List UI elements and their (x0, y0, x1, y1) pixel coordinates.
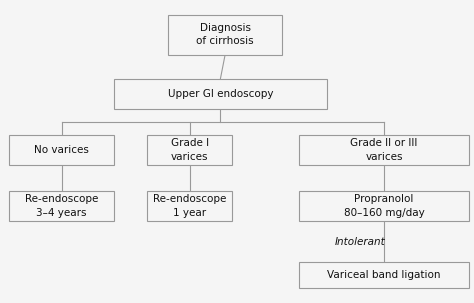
Text: Upper GI endoscopy: Upper GI endoscopy (168, 89, 273, 99)
FancyBboxPatch shape (299, 262, 469, 288)
FancyBboxPatch shape (9, 135, 114, 165)
Text: Re-endoscope
1 year: Re-endoscope 1 year (153, 195, 226, 218)
Text: Grade I
varices: Grade I varices (171, 138, 209, 161)
Text: Re-endoscope
3–4 years: Re-endoscope 3–4 years (25, 195, 98, 218)
Text: No varices: No varices (34, 145, 89, 155)
Text: Variceal band ligation: Variceal band ligation (327, 270, 441, 280)
FancyBboxPatch shape (114, 79, 327, 109)
Text: Propranolol
80–160 mg/day: Propranolol 80–160 mg/day (344, 195, 424, 218)
FancyBboxPatch shape (299, 191, 469, 221)
FancyBboxPatch shape (147, 191, 232, 221)
Text: Intolerant: Intolerant (335, 237, 386, 248)
FancyBboxPatch shape (9, 191, 114, 221)
Text: Diagnosis
of cirrhosis: Diagnosis of cirrhosis (196, 23, 254, 46)
FancyBboxPatch shape (299, 135, 469, 165)
Text: Grade II or III
varices: Grade II or III varices (350, 138, 418, 161)
FancyBboxPatch shape (168, 15, 282, 55)
FancyBboxPatch shape (147, 135, 232, 165)
